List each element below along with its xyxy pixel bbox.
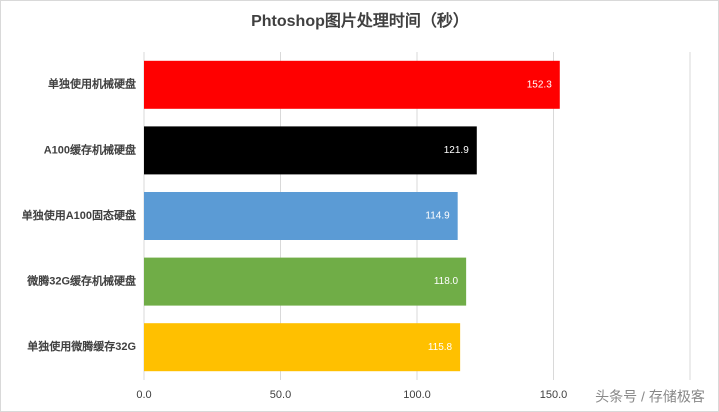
y-tick-label: 单独使用机械硬盘 [48,77,136,91]
bar [144,192,458,240]
bar [144,323,461,372]
bar [144,60,560,109]
x-tick-label: 0.0 [136,389,151,401]
value-label: 152.3 [527,79,552,90]
x-tick-label: 150.0 [540,389,568,401]
value-label: 115.8 [428,342,453,353]
x-tick-label: 50.0 [270,389,291,401]
y-tick-label: 单独使用微腾缓存32G [27,339,136,353]
y-tick-label: 微腾32G缓存机械硬盘 [26,274,136,288]
value-label: 118.0 [434,276,459,287]
bar [144,126,477,175]
watermark: 头条号 / 存储极客 [595,389,705,405]
value-label: 121.9 [444,145,469,156]
value-label: 114.9 [425,211,450,222]
x-tick-label: 100.0 [403,389,431,401]
y-tick-label: A100缓存机械硬盘 [44,142,136,156]
y-tick-label: 单独使用A100固态硬盘 [22,208,136,222]
chart-title: Phtoshop图片处理时间（秒） [251,11,469,30]
bar [144,257,467,306]
